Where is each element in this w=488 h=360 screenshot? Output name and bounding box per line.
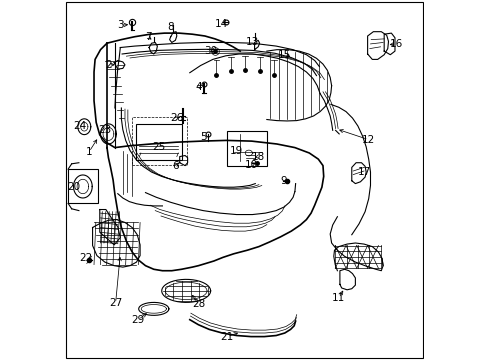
Text: 28: 28 [191,299,204,309]
Text: 26: 26 [170,113,183,123]
Text: 1: 1 [85,147,92,157]
Text: 19: 19 [229,146,243,156]
Text: 23: 23 [98,125,111,135]
Text: 7: 7 [144,32,151,42]
Text: 18: 18 [252,152,265,162]
Text: 16: 16 [389,39,402,49]
Text: 17: 17 [357,167,370,177]
Text: 6: 6 [172,161,178,171]
Text: 15: 15 [277,50,290,60]
Text: 21: 21 [220,332,233,342]
Text: 4: 4 [195,82,202,92]
Text: 30: 30 [203,46,216,56]
Text: 14: 14 [214,19,227,30]
Bar [227,131,266,166]
Bar [136,124,182,160]
Text: 10: 10 [244,160,257,170]
Text: 2: 2 [105,60,111,70]
Text: 9: 9 [280,176,287,186]
Text: 5: 5 [200,132,206,142]
Text: 12: 12 [361,135,375,145]
Text: 29: 29 [131,315,144,325]
Bar [132,117,186,165]
Text: 25: 25 [152,142,165,152]
Text: 3: 3 [117,20,123,30]
Text: 24: 24 [73,121,86,131]
Text: 20: 20 [67,182,80,192]
Bar [68,169,98,203]
Text: 22: 22 [79,253,92,264]
Text: 8: 8 [167,22,174,32]
Text: 13: 13 [245,37,259,48]
Text: 11: 11 [331,293,345,303]
Text: 27: 27 [109,298,122,308]
